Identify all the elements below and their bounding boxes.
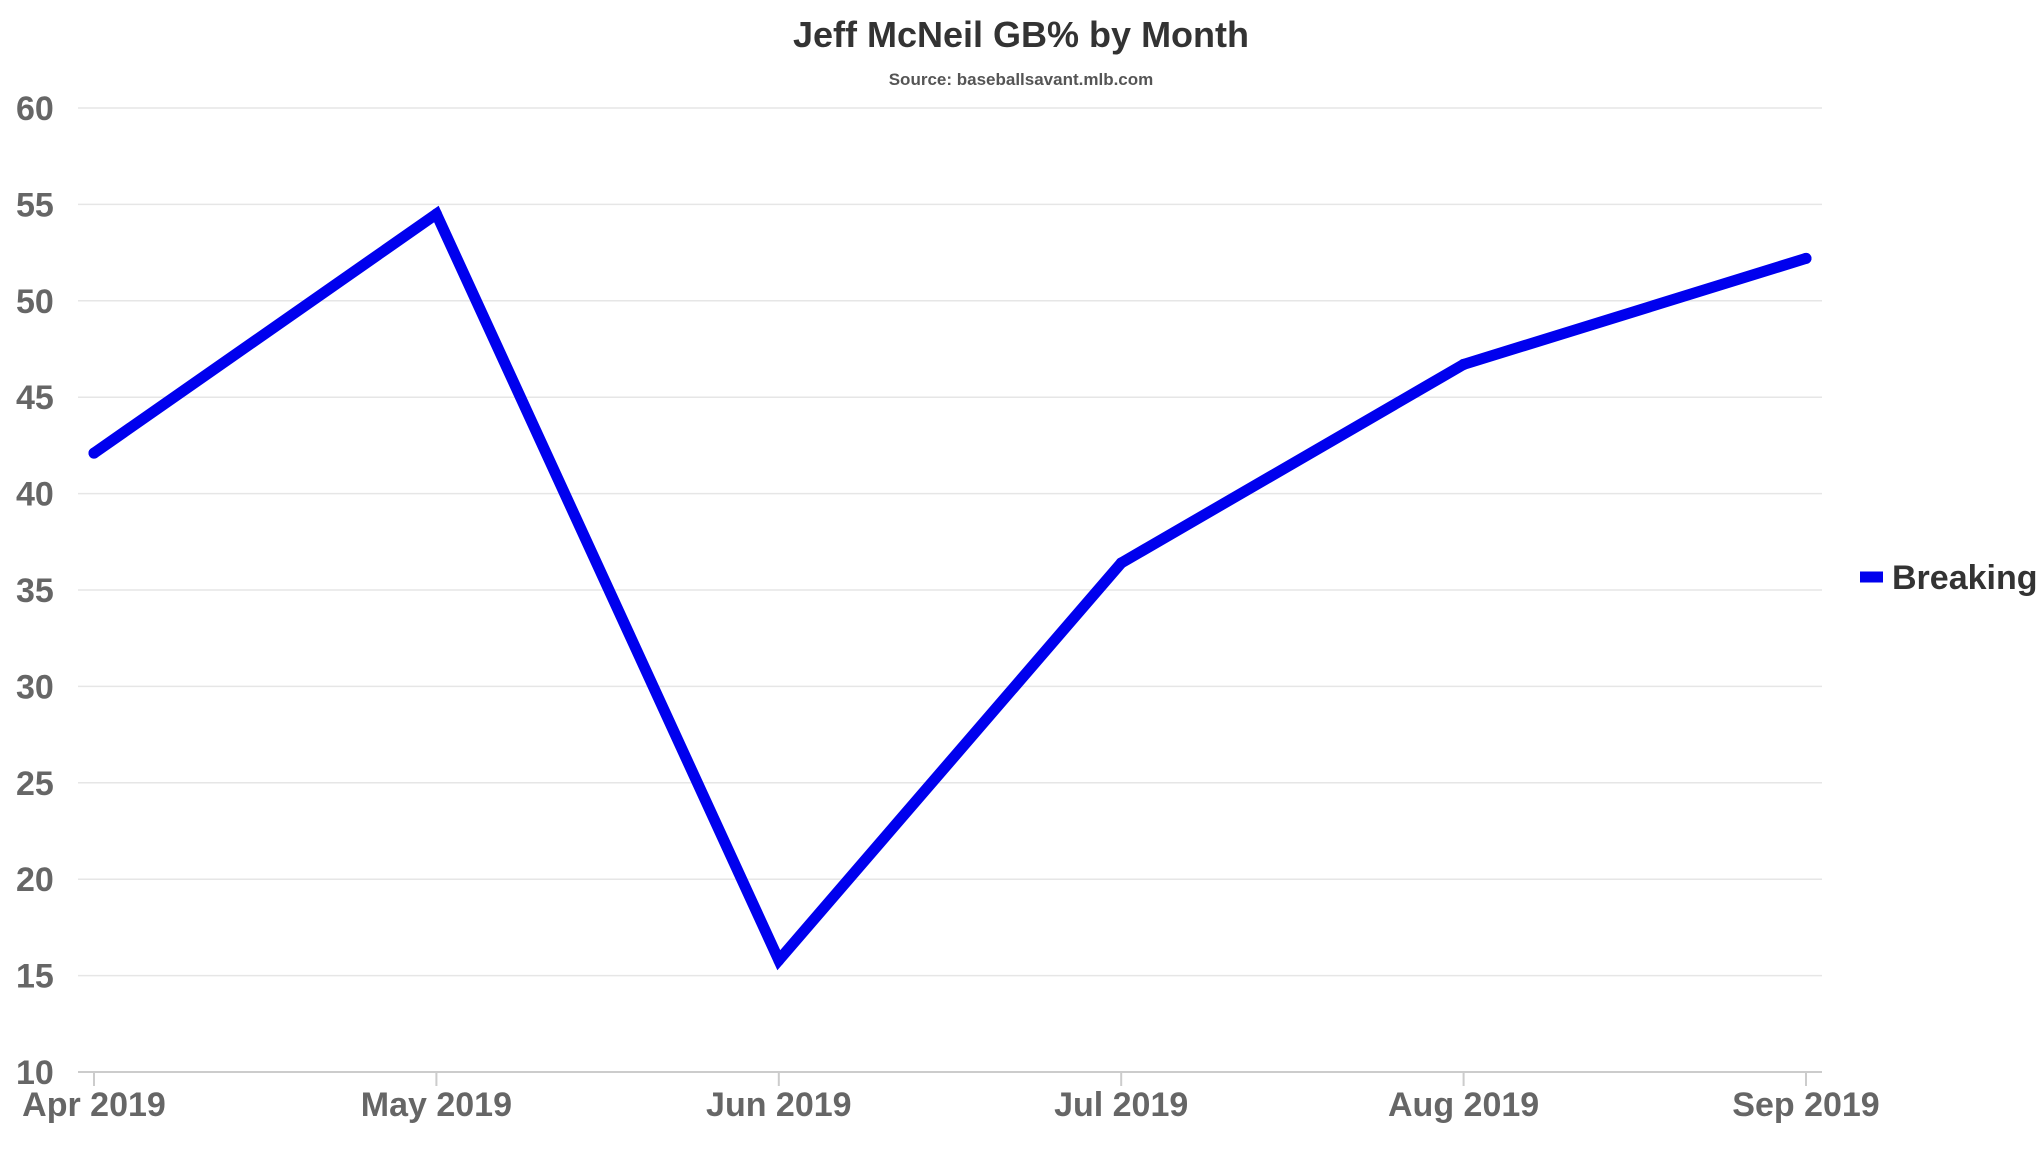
x-tick-label: Sep 2019 (1732, 1086, 1879, 1124)
y-tick-label: 40 (16, 476, 54, 514)
grid-lines (78, 107, 1822, 977)
data-point[interactable] (430, 208, 442, 220)
data-point[interactable] (1115, 557, 1127, 569)
legend-label[interactable]: Breaking (1892, 559, 2038, 597)
x-tick-label: Jul 2019 (1054, 1086, 1188, 1124)
series-line-breaking[interactable] (88, 205, 1812, 971)
y-tick-label: 15 (16, 958, 54, 996)
y-tick-label: 45 (16, 379, 54, 417)
y-tick-label: 55 (16, 186, 54, 224)
y-tick-label: 25 (16, 765, 54, 803)
data-point[interactable] (1458, 358, 1470, 370)
chart-title: Jeff McNeil GB% by Month (793, 14, 1249, 55)
y-tick-label: 30 (16, 668, 54, 706)
x-tick-label: Jun 2019 (706, 1086, 852, 1124)
y-tick-label: 50 (16, 283, 54, 321)
data-point[interactable] (1800, 252, 1812, 264)
chart-subtitle: Source: baseballsavant.mlb.com (889, 70, 1154, 89)
y-tick-label: 35 (16, 572, 54, 610)
legend[interactable]: Breaking (1860, 559, 2038, 597)
data-point[interactable] (773, 954, 785, 966)
series-lines (88, 205, 1812, 971)
x-tick-label: Apr 2019 (22, 1086, 166, 1124)
y-tick-label: 60 (16, 90, 54, 128)
x-tick-label: May 2019 (361, 1086, 512, 1124)
x-tick-label: Aug 2019 (1388, 1086, 1539, 1124)
y-tick-label: 10 (16, 1054, 54, 1092)
data-point[interactable] (88, 447, 100, 459)
y-tick-label: 20 (16, 861, 54, 899)
x-axis: Apr 2019 May 2019 Jun 2019 Jul 2019 Aug 2019… (22, 1071, 1880, 1124)
y-axis-ticks: 10 15 20 25 30 35 40 45 50 55 60 (16, 90, 54, 1092)
